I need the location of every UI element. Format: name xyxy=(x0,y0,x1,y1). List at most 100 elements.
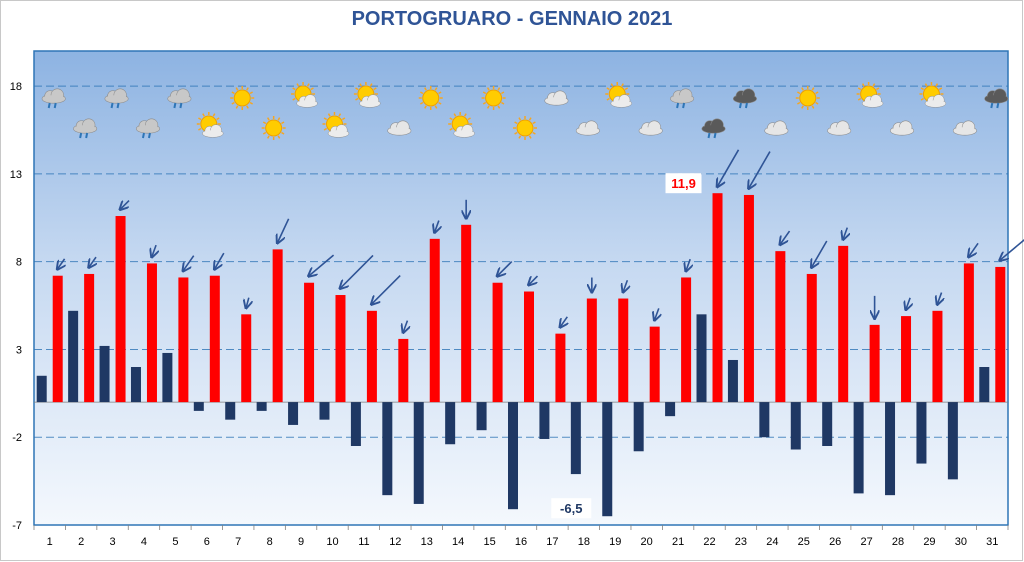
sun-shape xyxy=(418,86,443,110)
cloud-shape xyxy=(167,88,192,104)
cloudy-icon xyxy=(952,120,977,136)
sun-ray xyxy=(797,91,801,95)
cloud-shape xyxy=(453,124,475,138)
x-tick-label: 26 xyxy=(829,536,841,548)
cloud-shape xyxy=(387,120,412,136)
x-tick-label: 13 xyxy=(421,536,433,548)
sunny-icon xyxy=(513,116,537,140)
sun-ray xyxy=(532,121,536,125)
sun-shape xyxy=(513,116,537,140)
sun-ray xyxy=(434,105,438,109)
min-label-box xyxy=(551,498,592,519)
x-tick-label: 11 xyxy=(358,536,369,548)
rain-drop xyxy=(47,102,51,109)
sun-ray xyxy=(434,87,438,91)
max-temp-bar xyxy=(304,282,315,403)
sun-ray xyxy=(464,113,467,117)
rain-drop xyxy=(744,102,748,109)
sun-ray xyxy=(514,131,518,135)
wind-arrow xyxy=(246,297,249,308)
sun-ray xyxy=(323,117,328,121)
sun-ray xyxy=(532,131,536,135)
partly-cloudy-icon xyxy=(919,82,947,108)
wind-arrow xyxy=(655,308,659,319)
min-temp-bar xyxy=(633,402,644,452)
min-temp-bar xyxy=(822,402,833,446)
sun-ray xyxy=(486,87,490,91)
sun-ray xyxy=(449,127,453,131)
sun-disc xyxy=(799,89,817,107)
x-tick-label: 12 xyxy=(389,536,401,548)
rain-drop xyxy=(173,102,177,109)
cloud-shape xyxy=(638,120,663,136)
cloud-shape xyxy=(732,88,757,104)
max-temp-bar xyxy=(272,249,283,403)
sun-ray xyxy=(235,105,239,109)
min-temp-bar xyxy=(350,402,361,446)
max-temp-bar xyxy=(146,263,157,403)
x-tick-label: 31 xyxy=(986,536,998,548)
partly-cloudy-icon xyxy=(353,82,381,108)
wind-arrow xyxy=(435,220,439,232)
sun-ray xyxy=(310,87,314,91)
cloud-shape xyxy=(890,120,915,136)
min-temp-bar xyxy=(790,402,801,450)
x-tick-label: 16 xyxy=(515,536,527,548)
min-temp-bar xyxy=(162,352,173,403)
cloud-part xyxy=(828,127,850,135)
y-tick-label: 3 xyxy=(16,344,22,356)
cloud-part xyxy=(203,130,223,137)
sun-ray xyxy=(528,117,532,121)
min-temp-bar xyxy=(539,402,550,439)
wind-arrow xyxy=(403,320,407,332)
cloud-part xyxy=(577,127,599,135)
cloud-part xyxy=(765,127,788,135)
sun-ray xyxy=(424,87,427,91)
rain-drop xyxy=(996,102,1000,109)
sun-ray xyxy=(262,131,267,135)
partly-cloudy-icon xyxy=(856,82,884,108)
min-temp-label: -6,5 xyxy=(560,501,582,516)
cloud-shape xyxy=(202,124,224,138)
min-temp-bar xyxy=(885,402,896,496)
rain-drop xyxy=(713,132,717,139)
wind-arrow xyxy=(623,279,627,291)
wind-arrow xyxy=(340,254,374,288)
sun-shape xyxy=(481,86,506,110)
min-temp-bar xyxy=(225,402,236,420)
min-temp-bar xyxy=(696,314,707,403)
sun-ray xyxy=(920,87,925,91)
wind-arrow xyxy=(843,227,847,239)
min-temp-bar xyxy=(193,402,204,411)
x-tick-label: 4 xyxy=(141,536,147,548)
cloud-part xyxy=(954,127,976,135)
max-temp-bar xyxy=(492,282,503,403)
partly-cloudy-icon xyxy=(291,82,318,108)
cloudy-icon xyxy=(638,120,663,136)
sun-ray xyxy=(373,87,377,91)
partly-cloudy-icon xyxy=(196,112,224,138)
min-temp-bar xyxy=(759,402,770,438)
max-temp-bar xyxy=(743,194,754,403)
max-temp-bar xyxy=(618,298,629,403)
min-temp-bar xyxy=(602,402,613,517)
sunny-icon xyxy=(230,86,255,110)
cloud-part xyxy=(925,100,946,107)
cloud-shape xyxy=(610,94,632,108)
cloud-part xyxy=(328,130,349,137)
sun-ray xyxy=(419,91,424,95)
rain-icon xyxy=(167,88,192,109)
min-temp-bar xyxy=(727,359,738,403)
rain-drop xyxy=(179,102,183,109)
wind-arrow xyxy=(969,242,979,256)
cloudy-icon xyxy=(575,120,600,136)
x-tick-label: 3 xyxy=(109,536,115,548)
cloud-shape xyxy=(701,118,726,134)
sun-ray xyxy=(876,87,880,91)
max-temp-bar xyxy=(932,310,943,403)
sun-shape xyxy=(230,86,255,110)
partly-cloudy-icon xyxy=(605,82,632,108)
x-tick-label: 18 xyxy=(578,536,590,548)
sun-ray xyxy=(610,83,614,87)
x-tick-label: 29 xyxy=(923,536,935,548)
